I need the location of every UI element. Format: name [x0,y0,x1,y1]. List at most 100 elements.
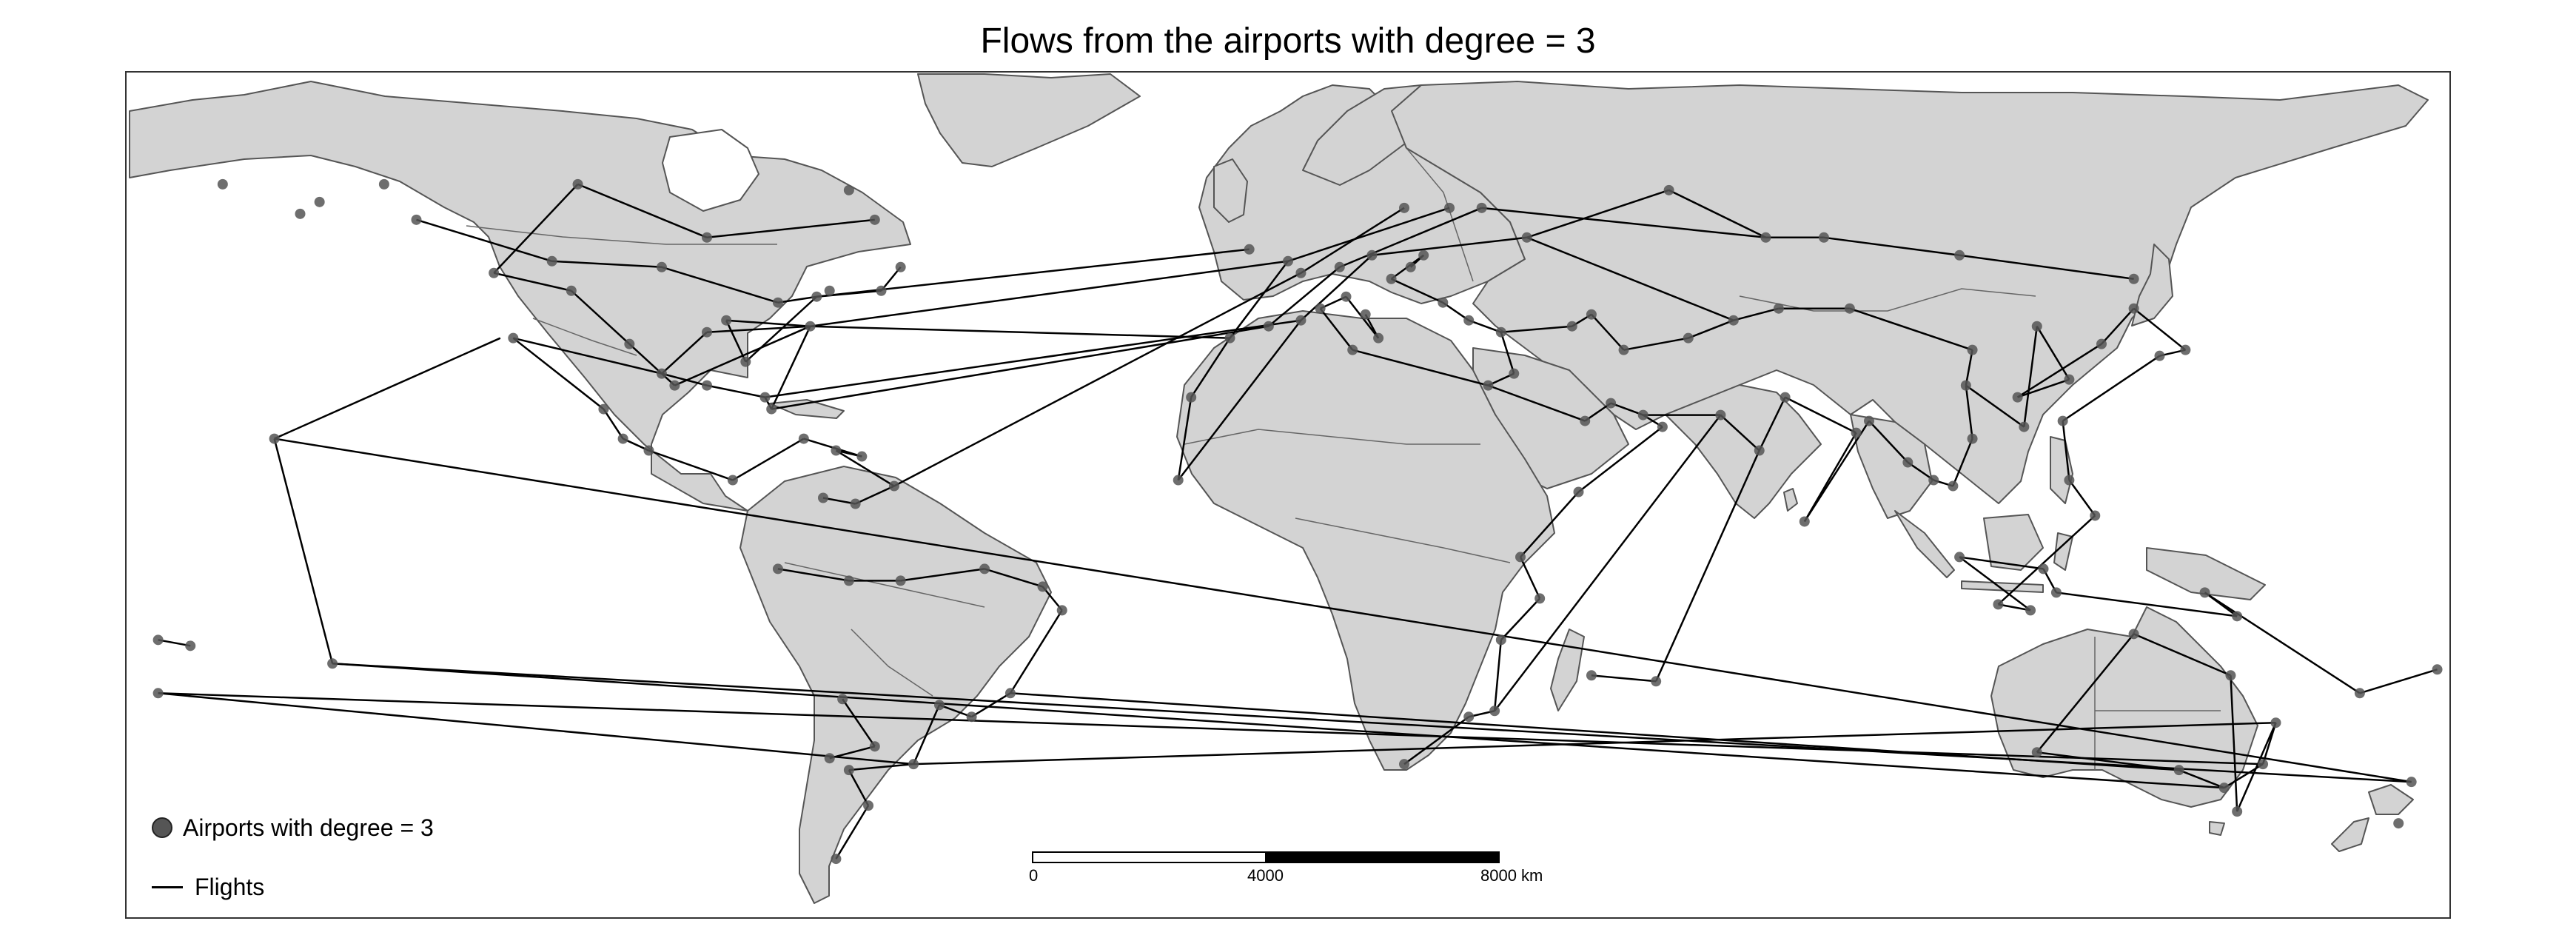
flight-line [1526,189,1670,238]
flight-line [913,721,2276,766]
flight-line [1577,426,1663,493]
flight-line [984,568,1043,588]
airport-marker [572,178,583,190]
flight-line [893,272,1302,487]
airport-marker [2064,374,2075,385]
airport-marker [295,208,306,219]
airport-marker [1295,267,1307,278]
flight-line [706,325,811,333]
flight-line [1339,207,1483,268]
airport-marker [895,261,906,272]
legend-airports: Airports with degree = 3 [152,798,434,857]
flight-line [661,266,779,304]
flight-line [835,449,895,487]
flight-line [1785,396,1857,434]
scale-tick-8000: 8000 km [1480,866,1543,885]
flight-line [2178,769,2225,789]
flight-line [1720,414,1760,452]
flight-line [1868,420,1909,463]
airport-marker [1476,202,1487,213]
flight-line [1009,609,1063,694]
flight-line [577,183,708,238]
flight-line [2133,633,2231,677]
flight-line [1229,261,1289,339]
flight-line [2359,669,2438,694]
airport-marker [1760,232,1771,243]
flight-line [1668,189,1766,238]
flight-line [1500,597,1541,641]
asia [1391,81,2429,504]
airport-marker [818,492,828,503]
airport-marker [1495,326,1506,338]
airport-marker [1483,380,1494,391]
border-europe-russia [1406,147,1474,282]
flight-line [810,260,1289,327]
airport-marker [2038,563,2049,574]
airport-marker [1580,415,1591,426]
airport-marker [1618,344,1629,355]
flight-line [1959,556,2044,570]
airport-marker [1489,706,1500,717]
airport-marker [2128,629,2139,640]
airport-marker [1573,486,1584,498]
airport-marker [656,261,667,272]
airport-marker [1341,291,1352,302]
cuba [769,399,845,419]
airport-marker [1283,255,1293,267]
flight-line [570,289,631,345]
airport-marker [1967,344,1978,355]
airport-marker [2180,344,2191,355]
flight-line [732,438,805,481]
hudson-bay [662,129,759,212]
airport-marker [624,338,635,349]
flight-lines [158,183,2438,860]
airport-marker [843,184,854,195]
java [1961,580,2044,593]
flight-line [2068,479,2096,517]
sri-lanka [1783,488,1798,512]
flight-line [1965,385,1973,439]
flight-line [2204,592,2361,694]
flight-line [1481,207,1766,239]
airport-marker [269,433,280,444]
airport-marker [1224,332,1235,344]
flight-line [1190,338,1231,398]
airport-marker [2031,321,2042,332]
airport-marker [546,255,557,267]
flight-line [274,337,501,440]
airport-marker [721,315,732,326]
flight-line [1965,384,2025,428]
flight-line [745,295,818,363]
flight-line [1403,716,1469,766]
airport-marker [1521,232,1532,243]
airport-marker [2225,670,2236,681]
airport-marker [669,380,680,391]
airport-marker [489,267,500,278]
airport-marker [152,688,164,699]
airport-marker [598,403,609,415]
flight-line [1758,397,1786,452]
border-china [1739,288,2036,312]
flight-line [970,692,1011,718]
flight-line [158,639,191,647]
flight-line [706,384,765,398]
flight-line [513,337,663,375]
airport-marker [2025,605,2036,616]
airport-marker [1586,670,1597,681]
flight-line [2230,675,2238,812]
scale-tick-0: 0 [1029,866,1038,885]
scale-tick-4000: 4000 [1247,866,1284,885]
flight-line [661,331,708,375]
airport-marker [2090,510,2101,521]
africa [1176,310,1555,771]
airport-marker [727,475,738,486]
airport-marker [1902,457,1913,468]
airport-marker [656,368,667,379]
flight-line [1268,266,1341,327]
airport-marker [2232,611,2243,622]
airport-marker [772,563,783,574]
japan [2131,244,2173,326]
airport-marker [1399,759,1409,770]
flight-line [1287,207,1450,262]
airport-marker-icon [152,817,172,838]
